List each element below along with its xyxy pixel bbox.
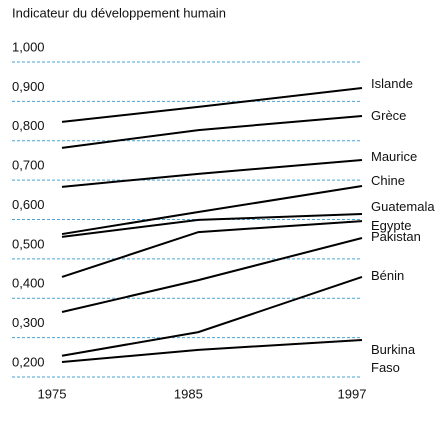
- y-tick-label: 0,200: [12, 354, 45, 369]
- series-label: Grèce: [371, 108, 407, 123]
- chart-title: Indicateur du développement humain: [12, 5, 226, 20]
- series-label: Burkina Faso: [371, 342, 416, 375]
- x-tick-label: 1985: [174, 386, 203, 401]
- y-tick-label: 0,500: [12, 236, 45, 251]
- series-label: Bénin: [371, 268, 405, 283]
- y-tick-label: 0,600: [12, 197, 45, 212]
- series-line: [61, 237, 363, 314]
- series-line: [61, 276, 363, 357]
- x-tick-label: 1997: [338, 386, 367, 401]
- x-tick-label: 1975: [38, 386, 67, 401]
- series-line: [61, 212, 363, 238]
- y-tick-label: 0,700: [12, 158, 45, 173]
- series-label: Chine: [371, 173, 405, 188]
- series-label: Islande: [371, 76, 413, 91]
- y-tick-label: 0,800: [12, 118, 45, 133]
- series-line: [61, 86, 363, 123]
- series-label: Maurice: [371, 149, 418, 164]
- series-line: [61, 220, 363, 278]
- series-label: Pakistan: [371, 229, 421, 244]
- y-tick-label: 0,900: [12, 79, 45, 94]
- y-tick-label: 0,300: [12, 315, 45, 330]
- series-line: [61, 114, 363, 149]
- y-tick-label: 1,000: [12, 39, 45, 54]
- series-label: Guatemala: [371, 199, 435, 214]
- series-line: [61, 185, 363, 236]
- y-tick-label: 0,400: [12, 276, 45, 291]
- series-label: Egypte: [371, 218, 412, 233]
- series-line: [61, 159, 363, 188]
- series-line: [61, 338, 363, 364]
